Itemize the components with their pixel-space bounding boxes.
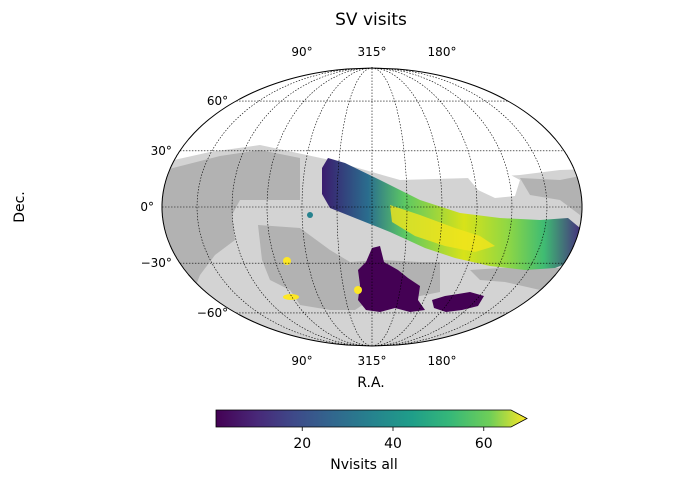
meridian-line [196, 68, 373, 346]
sv-band-main [322, 158, 580, 270]
sv-southern-patch [432, 292, 484, 312]
map-area: 60° 30° 0° −30° −60° 90° 90° 315° 315° 180° 180° [140, 45, 672, 368]
ra-tick-label-bottom: 90° [291, 354, 312, 368]
sv-southern-region [358, 246, 425, 312]
colorbar-gradient [215, 409, 528, 428]
dec-tick-label: 0° [140, 200, 154, 214]
dec-tick-label: −30° [141, 256, 172, 270]
colorbar-ticks: 20 40 60 [293, 427, 493, 452]
x-axis-label: R.A. [357, 375, 384, 391]
colorbar-tick-label: 40 [384, 436, 402, 452]
graticule [162, 68, 582, 346]
meridian-line [371, 68, 548, 346]
ra-tick-label-bottom: 315° [358, 354, 387, 368]
meridian-line [371, 68, 408, 346]
chart-title: SV visits [335, 10, 407, 30]
meridian-line [371, 68, 513, 346]
ra-tick-label-bottom: 180° [428, 354, 457, 368]
footprint-dark-region [162, 150, 300, 318]
meridian-line [371, 68, 443, 346]
meridian-line [371, 68, 478, 346]
ra-tick-label-top: 180° [428, 45, 457, 59]
dec-tick-label: 30° [151, 144, 172, 158]
meridian-line [336, 68, 373, 346]
tick-labels: 60° 30° 0° −30° −60° 90° 90° 315° 315° 180° 180° [140, 45, 456, 368]
sv-field [307, 212, 313, 218]
colorbar-tick-label: 60 [475, 436, 493, 452]
map-border [161, 67, 583, 347]
y-axis-label: Dec. [12, 191, 28, 223]
sv-field [283, 294, 299, 300]
dec-tick-label: 60° [207, 94, 228, 108]
colorbar: 20 40 60 Nvisits all [215, 409, 528, 473]
meridian-line [301, 68, 373, 346]
meridian-line [231, 68, 373, 346]
sv-band-core [390, 205, 495, 252]
ra-tick-label-top: 90° [291, 45, 312, 59]
footprint-light-region [162, 145, 582, 346]
dec-tick-label: −60° [197, 306, 228, 320]
meridian-line [266, 68, 373, 346]
footprint-gap [468, 172, 520, 198]
ra-tick-label-top: 315° [358, 45, 387, 59]
sv-field [354, 286, 362, 294]
colorbar-tick-label: 20 [293, 436, 311, 452]
colorbar-label: Nvisits all [330, 457, 397, 473]
sv-field [283, 257, 291, 265]
footprint-gap [650, 166, 672, 182]
